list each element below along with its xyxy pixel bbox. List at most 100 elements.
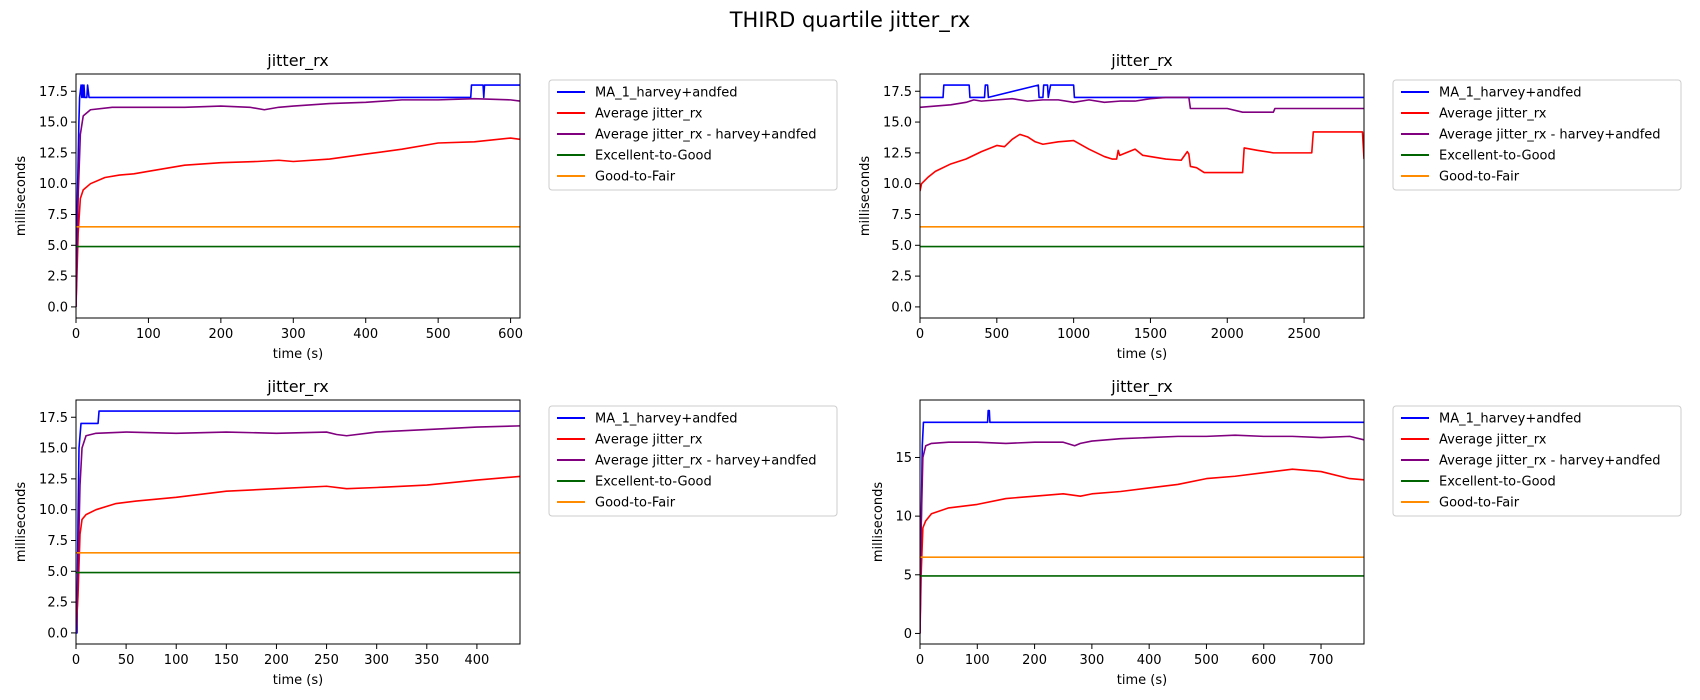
- legend-label: Average jitter_rx - harvey+andfed: [595, 454, 817, 469]
- legend-label: MA_1_harvey+andfed: [1439, 86, 1582, 101]
- y-tick-label: 5: [904, 568, 912, 583]
- y-axis-label: milliseconds: [858, 156, 873, 236]
- subplot-top-right: 0 500 1000 1500 2000 2500 0.0 2.5 5.0 7.5 10.0 12.5…: [858, 51, 1682, 362]
- x-tick-label: 200: [264, 653, 289, 668]
- y-tick-label: 2.5: [891, 270, 912, 285]
- series-line-2: [920, 96, 1364, 113]
- x-tick-label: 200: [1022, 653, 1047, 668]
- legend: MA_1_harvey+andfed Average jitter_rx Avera…: [1392, 79, 1682, 191]
- x-tick-label: 500: [426, 327, 451, 342]
- y-tick-label: 10.0: [39, 503, 68, 518]
- legend-label: Average jitter_rx - harvey+andfed: [595, 128, 817, 143]
- x-tick-label: 150: [214, 653, 239, 668]
- y-tick-label: 10.0: [39, 177, 68, 192]
- y-axis-label: milliseconds: [871, 482, 886, 562]
- y-tick-label: 15: [895, 451, 912, 466]
- y-tick-label: 10: [895, 510, 912, 525]
- series-line-1: [76, 475, 520, 633]
- series-group: [76, 410, 520, 634]
- figure-title: THIRD quartile jitter_rx: [729, 8, 971, 32]
- legend-label: Average jitter_rx: [595, 433, 703, 448]
- y-tick-label: 7.5: [47, 534, 68, 549]
- x-tick-label: 2000: [1211, 327, 1244, 342]
- legend-label: MA_1_harvey+andfed: [1439, 412, 1582, 427]
- y-tick-label: 0: [904, 627, 912, 642]
- y-tick-label: 7.5: [891, 208, 912, 223]
- x-tick-label: 0: [72, 653, 80, 668]
- x-tick-label: 250: [314, 653, 339, 668]
- y-tick-label: 0.0: [47, 300, 68, 315]
- legend-label: Excellent-to-Good: [595, 475, 712, 490]
- x-tick-label: 400: [1137, 653, 1162, 668]
- x-tick-label: 1500: [1134, 327, 1167, 342]
- y-tick-label: 0.0: [891, 300, 912, 315]
- legend-box: [1392, 79, 1682, 191]
- y-tick-label: 5.0: [891, 239, 912, 254]
- legend-label: Good-to-Fair: [1439, 496, 1520, 511]
- series-line-1: [76, 137, 520, 307]
- legend: MA_1_harvey+andfed Average jitter_rx Avera…: [548, 405, 838, 517]
- x-tick-label: 300: [364, 653, 389, 668]
- y-tick-label: 15.0: [883, 116, 912, 131]
- y-tick-label: 10.0: [883, 177, 912, 192]
- x-tick-label: 1000: [1057, 327, 1090, 342]
- x-tick-label: 350: [414, 653, 439, 668]
- legend-box: [548, 79, 838, 191]
- legend-label: MA_1_harvey+andfed: [595, 86, 738, 101]
- x-tick-label: 500: [1194, 653, 1219, 668]
- x-axis-label: time (s): [273, 673, 323, 688]
- x-tick-label: 600: [1251, 653, 1276, 668]
- subplot-title: jitter_rx: [266, 377, 328, 397]
- subplot-top-left: 0 100 200 300 400 500 600 0.0 2.5 5.0 7.5 10.0 12.5 1…: [14, 51, 838, 362]
- y-tick-label: 0.0: [47, 626, 68, 641]
- series-line-0: [76, 410, 520, 634]
- series-line-2: [76, 425, 520, 633]
- axes-frame: [919, 73, 1365, 319]
- x-tick-label: 2500: [1288, 327, 1321, 342]
- series-line-0: [920, 409, 1364, 634]
- y-tick-label: 17.5: [39, 85, 68, 100]
- x-tick-label: 400: [464, 653, 489, 668]
- y-tick-label: 15.0: [39, 116, 68, 131]
- x-tick-label: 0: [916, 653, 924, 668]
- y-tick-label: 5.0: [47, 239, 68, 254]
- series-line-1: [920, 131, 1364, 192]
- x-tick-label: 100: [965, 653, 990, 668]
- y-tick-label: 12.5: [883, 146, 912, 161]
- legend-label: Good-to-Fair: [595, 170, 676, 185]
- x-tick-label: 400: [353, 327, 378, 342]
- subplot-bottom-right: 0 100 200 300 400 500 600 700 0 5 10 15 jitter_rxtim…: [871, 377, 1682, 688]
- legend: MA_1_harvey+andfed Average jitter_rx Avera…: [1392, 405, 1682, 517]
- x-tick-label: 600: [498, 327, 523, 342]
- x-tick-label: 200: [208, 327, 233, 342]
- x-tick-label: 50: [118, 653, 135, 668]
- legend-label: Excellent-to-Good: [595, 149, 712, 164]
- x-axis-label: time (s): [1117, 347, 1167, 362]
- axes-frame: [75, 73, 521, 319]
- subplot-bottom-left: 0 50 100 150 200 250 300 350 400 0.0 2.5 5.0 7.5 10.0…: [14, 377, 838, 688]
- x-tick-label: 0: [916, 327, 924, 342]
- y-tick-label: 12.5: [39, 146, 68, 161]
- y-tick-label: 2.5: [47, 270, 68, 285]
- legend-box: [548, 405, 838, 517]
- subplot-title: jitter_rx: [1110, 377, 1172, 397]
- x-tick-label: 100: [164, 653, 189, 668]
- y-axis-label: milliseconds: [14, 482, 29, 562]
- y-tick-label: 17.5: [39, 411, 68, 426]
- x-tick-label: 700: [1309, 653, 1334, 668]
- legend-box: [1392, 405, 1682, 517]
- legend-label: Average jitter_rx: [1439, 433, 1547, 448]
- y-tick-label: 2.5: [47, 596, 68, 611]
- axes-frame: [919, 399, 1365, 645]
- y-axis-label: milliseconds: [14, 156, 29, 236]
- series-line-2: [76, 97, 520, 307]
- series-group: [920, 409, 1364, 634]
- legend: MA_1_harvey+andfed Average jitter_rx Avera…: [548, 79, 838, 191]
- subplot-title: jitter_rx: [1110, 51, 1172, 71]
- legend-label: Good-to-Fair: [595, 496, 676, 511]
- axes-frame: [75, 399, 521, 645]
- series-line-0: [920, 84, 1364, 99]
- series-line-1: [920, 468, 1364, 634]
- y-tick-label: 5.0: [47, 565, 68, 580]
